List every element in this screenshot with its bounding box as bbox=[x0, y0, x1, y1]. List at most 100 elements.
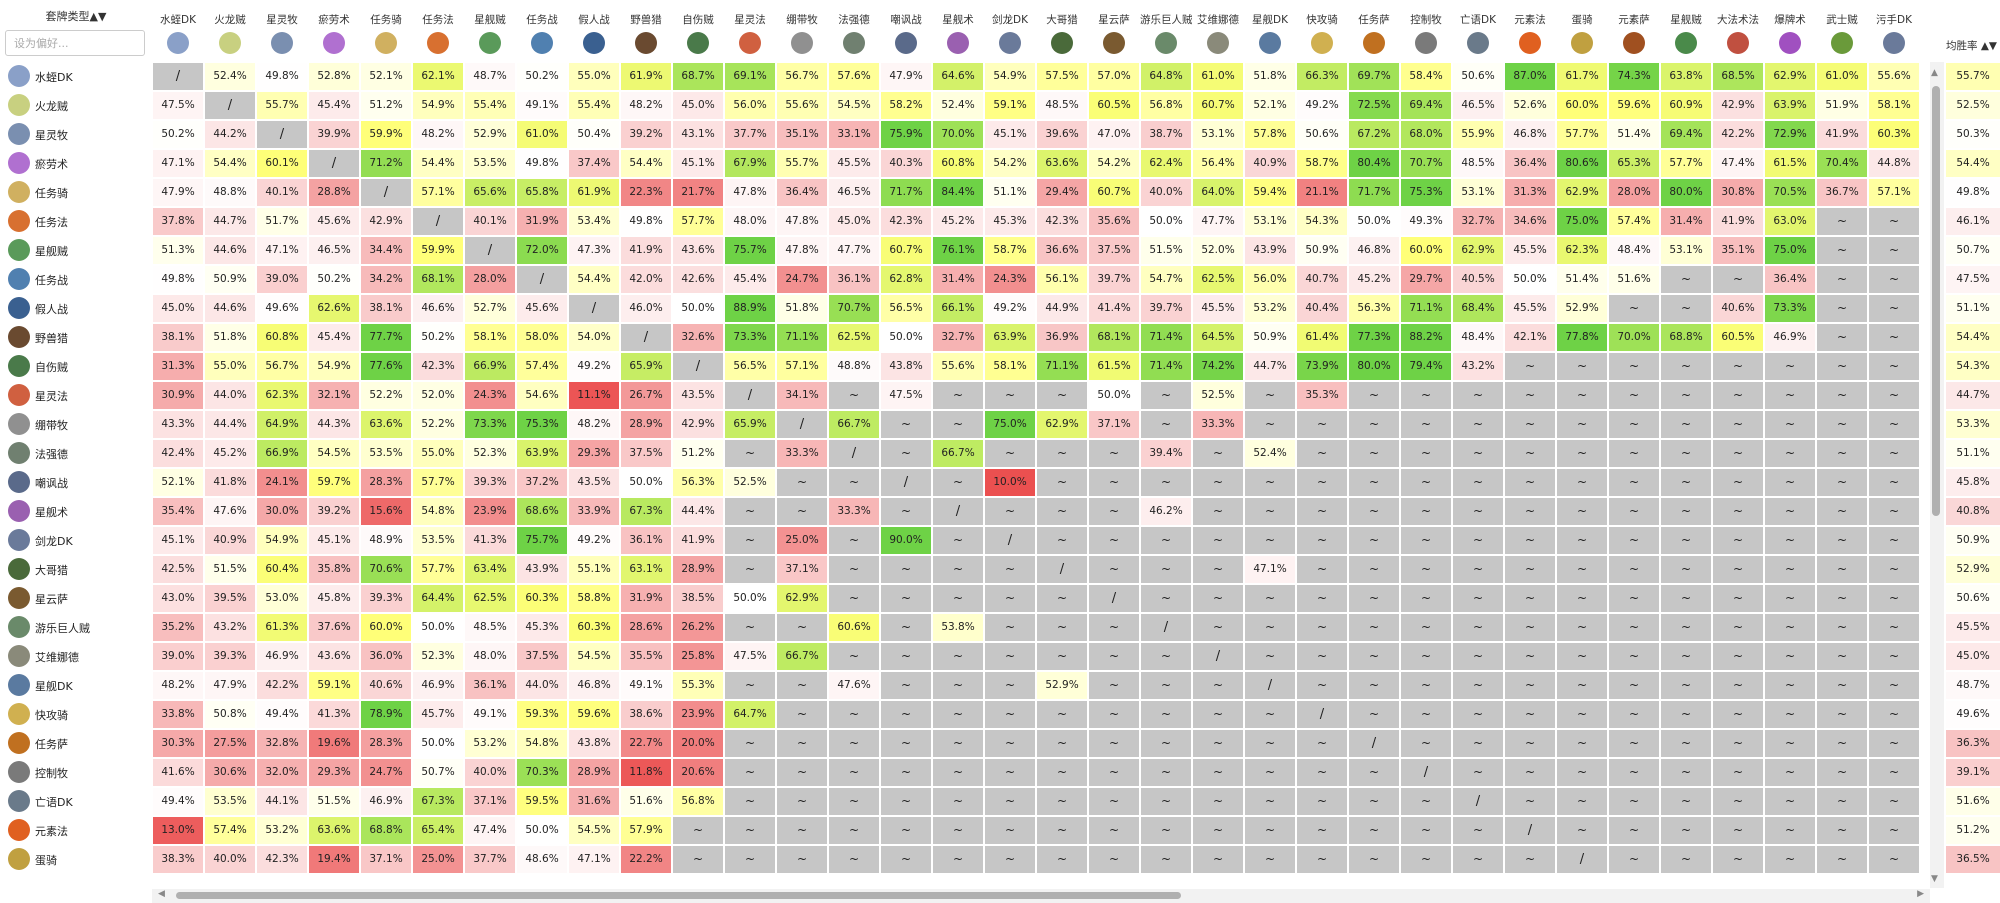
winrate-cell[interactable]: / bbox=[1245, 672, 1295, 699]
winrate-cell[interactable]: / bbox=[1037, 556, 1087, 583]
winrate-cell[interactable]: 29.3% bbox=[569, 440, 619, 467]
winrate-cell[interactable]: ~ bbox=[777, 788, 827, 815]
winrate-cell[interactable]: / bbox=[1193, 643, 1243, 670]
winrate-cell[interactable]: ~ bbox=[1817, 846, 1867, 873]
winrate-cell[interactable]: 48.0% bbox=[725, 208, 775, 235]
winrate-cell[interactable]: 39.7% bbox=[1141, 295, 1191, 322]
winrate-cell[interactable]: 60.8% bbox=[933, 150, 983, 177]
column-header[interactable]: 快攻骑 bbox=[1296, 0, 1348, 60]
winrate-cell[interactable]: 55.7% bbox=[257, 92, 307, 119]
column-header[interactable]: 星灵牧 bbox=[256, 0, 308, 60]
winrate-cell[interactable]: 43.9% bbox=[517, 556, 567, 583]
winrate-cell[interactable]: ~ bbox=[1557, 585, 1607, 612]
winrate-cell[interactable]: 41.9% bbox=[1817, 121, 1867, 148]
winrate-cell[interactable]: ~ bbox=[1817, 643, 1867, 670]
winrate-cell[interactable]: ~ bbox=[1037, 382, 1087, 409]
row-header[interactable]: 剑龙DK bbox=[0, 526, 152, 555]
winrate-cell[interactable]: 30.6% bbox=[205, 759, 255, 786]
winrate-cell[interactable]: 50.7% bbox=[413, 759, 463, 786]
winrate-cell[interactable]: 28.8% bbox=[309, 179, 359, 206]
winrate-cell[interactable]: 51.4% bbox=[1609, 121, 1659, 148]
winrate-cell[interactable]: 52.8% bbox=[309, 63, 359, 90]
winrate-cell[interactable]: 72.5% bbox=[1349, 92, 1399, 119]
winrate-cell[interactable]: ~ bbox=[1193, 701, 1243, 728]
winrate-cell[interactable]: 33.1% bbox=[829, 121, 879, 148]
winrate-cell[interactable]: ~ bbox=[1713, 469, 1763, 496]
winrate-cell[interactable]: 62.5% bbox=[829, 324, 879, 351]
winrate-cell[interactable]: 56.0% bbox=[1245, 266, 1295, 293]
winrate-cell[interactable]: 50.2% bbox=[413, 324, 463, 351]
winrate-cell[interactable]: 41.9% bbox=[621, 237, 671, 264]
winrate-cell[interactable]: 48.4% bbox=[1453, 324, 1503, 351]
winrate-cell[interactable]: 49.2% bbox=[569, 527, 619, 554]
winrate-cell[interactable]: 50.0% bbox=[517, 817, 567, 844]
winrate-cell[interactable]: ~ bbox=[1141, 730, 1191, 757]
winrate-cell[interactable]: 42.6% bbox=[673, 266, 723, 293]
column-header[interactable]: 爆牌术 bbox=[1764, 0, 1816, 60]
winrate-cell[interactable]: 45.1% bbox=[673, 150, 723, 177]
winrate-cell[interactable]: ~ bbox=[985, 817, 1035, 844]
winrate-cell[interactable]: ~ bbox=[1661, 353, 1711, 380]
winrate-cell[interactable]: 71.1% bbox=[1401, 295, 1451, 322]
winrate-cell[interactable]: ~ bbox=[1817, 440, 1867, 467]
winrate-cell[interactable]: ~ bbox=[1297, 730, 1347, 757]
winrate-cell[interactable]: 50.0% bbox=[1089, 382, 1139, 409]
winrate-cell[interactable]: 68.1% bbox=[413, 266, 463, 293]
winrate-cell[interactable]: 62.9% bbox=[777, 585, 827, 612]
winrate-cell[interactable]: ~ bbox=[1453, 440, 1503, 467]
winrate-cell[interactable]: 51.5% bbox=[1141, 237, 1191, 264]
winrate-cell[interactable]: ~ bbox=[1609, 701, 1659, 728]
winrate-cell[interactable]: 32.8% bbox=[257, 730, 307, 757]
winrate-cell[interactable]: ~ bbox=[1193, 440, 1243, 467]
winrate-cell[interactable]: 51.5% bbox=[309, 788, 359, 815]
winrate-cell[interactable]: / bbox=[1349, 730, 1399, 757]
winrate-cell[interactable]: ~ bbox=[1661, 701, 1711, 728]
winrate-cell[interactable]: 47.8% bbox=[777, 208, 827, 235]
horizontal-scrollbar[interactable]: ◀ ▶ bbox=[152, 889, 1930, 903]
winrate-cell[interactable]: 60.1% bbox=[257, 150, 307, 177]
winrate-cell[interactable]: 52.5% bbox=[725, 469, 775, 496]
winrate-cell[interactable]: 59.9% bbox=[361, 121, 411, 148]
winrate-cell[interactable]: 40.0% bbox=[205, 846, 255, 873]
winrate-cell[interactable]: 50.0% bbox=[673, 295, 723, 322]
winrate-cell[interactable]: 24.1% bbox=[257, 469, 307, 496]
winrate-cell[interactable]: 60.8% bbox=[257, 324, 307, 351]
winrate-cell[interactable]: 47.5% bbox=[725, 643, 775, 670]
winrate-cell[interactable]: 47.3% bbox=[569, 237, 619, 264]
winrate-cell[interactable]: ~ bbox=[1609, 527, 1659, 554]
winrate-cell[interactable]: ~ bbox=[1557, 411, 1607, 438]
winrate-cell[interactable]: 31.4% bbox=[933, 266, 983, 293]
scroll-down-icon[interactable]: ▼ bbox=[1931, 874, 1938, 884]
winrate-cell[interactable]: 74.2% bbox=[1193, 353, 1243, 380]
winrate-cell[interactable]: 56.3% bbox=[1349, 295, 1399, 322]
winrate-cell[interactable]: ~ bbox=[1817, 817, 1867, 844]
winrate-cell[interactable]: 45.1% bbox=[309, 527, 359, 554]
row-header[interactable]: 游乐巨人贼 bbox=[0, 613, 152, 642]
winrate-cell[interactable]: ~ bbox=[1557, 672, 1607, 699]
winrate-cell[interactable]: 52.4% bbox=[933, 92, 983, 119]
winrate-cell[interactable]: 43.0% bbox=[153, 585, 203, 612]
winrate-cell[interactable]: 73.9% bbox=[1297, 353, 1347, 380]
winrate-cell[interactable]: ~ bbox=[1557, 817, 1607, 844]
winrate-cell[interactable]: ~ bbox=[1817, 208, 1867, 235]
winrate-cell[interactable]: 61.0% bbox=[517, 121, 567, 148]
winrate-cell[interactable]: ~ bbox=[1869, 208, 1919, 235]
winrate-cell[interactable]: 55.9% bbox=[1453, 121, 1503, 148]
winrate-cell[interactable]: 31.6% bbox=[569, 788, 619, 815]
winrate-cell[interactable]: ~ bbox=[933, 382, 983, 409]
winrate-cell[interactable]: 37.5% bbox=[517, 643, 567, 670]
winrate-cell[interactable]: 73.3% bbox=[465, 411, 515, 438]
winrate-cell[interactable]: 66.7% bbox=[933, 440, 983, 467]
winrate-cell[interactable]: 62.3% bbox=[257, 382, 307, 409]
winrate-cell[interactable]: ~ bbox=[1401, 846, 1451, 873]
winrate-cell[interactable]: 37.1% bbox=[361, 846, 411, 873]
winrate-cell[interactable]: 55.6% bbox=[1869, 63, 1919, 90]
winrate-cell[interactable]: ~ bbox=[985, 556, 1035, 583]
winrate-cell[interactable]: 38.1% bbox=[361, 295, 411, 322]
winrate-cell[interactable]: 32.6% bbox=[673, 324, 723, 351]
winrate-cell[interactable]: 28.9% bbox=[569, 759, 619, 786]
winrate-cell[interactable]: 68.8% bbox=[1661, 324, 1711, 351]
winrate-cell[interactable]: 60.3% bbox=[1869, 121, 1919, 148]
winrate-cell[interactable]: ~ bbox=[1765, 759, 1815, 786]
winrate-cell[interactable]: 62.5% bbox=[465, 585, 515, 612]
